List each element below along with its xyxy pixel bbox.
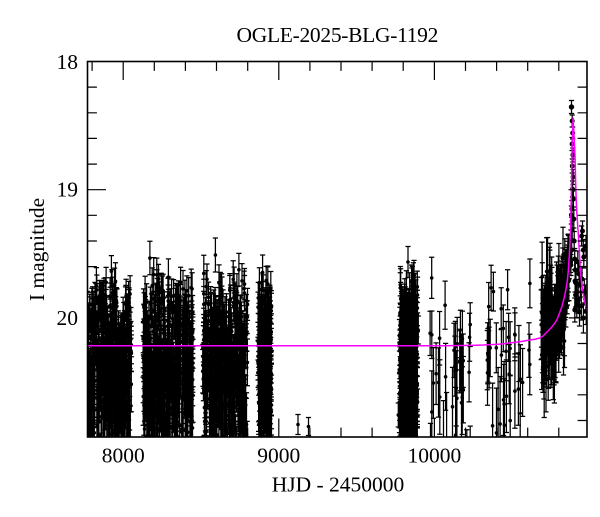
svg-text:18: 18 xyxy=(57,50,79,74)
svg-text:8000: 8000 xyxy=(102,444,145,468)
svg-text:I magnitude: I magnitude xyxy=(25,198,49,301)
svg-text:10000: 10000 xyxy=(408,444,462,468)
svg-text:20: 20 xyxy=(57,306,79,330)
svg-text:19: 19 xyxy=(57,178,79,202)
svg-text:HJD - 2450000: HJD - 2450000 xyxy=(272,473,405,497)
svg-text:9000: 9000 xyxy=(257,444,300,468)
svg-text:OGLE-2025-BLG-1192: OGLE-2025-BLG-1192 xyxy=(236,23,438,47)
